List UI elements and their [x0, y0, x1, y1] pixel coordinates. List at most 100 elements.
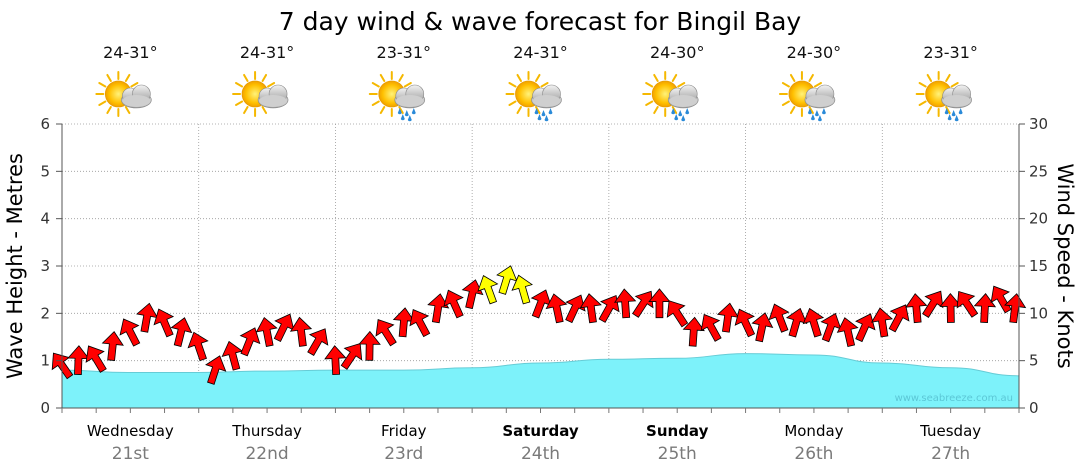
- wind-arrow: [187, 331, 209, 362]
- wind-arrow: [716, 302, 740, 333]
- left-axis-title: Wave Height - Metres: [3, 153, 27, 379]
- day-date-label: 25th: [658, 444, 697, 464]
- wind-arrow: [443, 289, 464, 319]
- temperature-label: 24-31°: [103, 43, 158, 62]
- right-tick-label: 5: [1029, 352, 1039, 370]
- sun-cloud-rain-icon: [915, 71, 972, 122]
- sun-cloud-rain-icon: [505, 71, 562, 122]
- wind-arrow: [221, 340, 244, 371]
- daily-forecast-row: 24-31° 24-31° 23-31° 24-31° 24-30° 24-30° 23-3…: [95, 43, 978, 122]
- temperature-label: 23-31°: [377, 43, 432, 62]
- wind-arrow: [67, 345, 90, 375]
- wind-arrow: [973, 293, 997, 323]
- wind-arrow: [598, 294, 620, 323]
- wind-arrow: [255, 316, 278, 347]
- wind-arrow: [613, 288, 637, 319]
- left-tick-label: 0: [40, 399, 50, 417]
- wind-arrow: [101, 330, 124, 361]
- day-date-label: 24th: [521, 444, 560, 464]
- wind-arrow: [700, 313, 722, 342]
- wind-arrow: [870, 307, 894, 338]
- wind-arrow: [682, 316, 705, 347]
- wind-arrow: [409, 309, 431, 338]
- day-name-label: Sunday: [646, 422, 709, 440]
- wind-arrow: [324, 345, 347, 376]
- temperature-label: 23-31°: [923, 43, 978, 62]
- wind-arrow: [136, 302, 159, 333]
- x-axis-day-labels: Wednesday 21st Thursday 22nd Friday 23rd Satur…: [87, 422, 981, 464]
- sun-cloud-icon: [232, 71, 289, 117]
- left-tick-label: 5: [40, 162, 50, 180]
- wind-arrow: [990, 285, 1012, 314]
- wind-arrow: [496, 265, 518, 295]
- day-name-label: Wednesday: [87, 422, 174, 440]
- day-name-label: Friday: [381, 422, 427, 440]
- wind-arrow: [648, 288, 671, 319]
- wind-arrow: [820, 312, 842, 343]
- wind-arrow: [358, 330, 381, 361]
- wind-arrow: [477, 275, 499, 305]
- wind-arrow: [85, 345, 107, 373]
- wind-arrow: [666, 300, 689, 328]
- day-date-label: 21st: [112, 444, 149, 464]
- wave-height-area: [61, 353, 1020, 409]
- wind-arrow: [565, 294, 586, 324]
- left-tick-label: 6: [40, 115, 50, 133]
- wind-arrow: [1004, 293, 1027, 324]
- day-name-label: Saturday: [502, 422, 579, 440]
- wind-arrow: [153, 308, 175, 338]
- left-tick-label: 3: [40, 257, 50, 275]
- wave-area: [61, 353, 1020, 409]
- day-date-label: 23rd: [384, 444, 423, 464]
- wind-arrow: [307, 328, 329, 356]
- sun-cloud-rain-icon: [642, 71, 699, 122]
- wind-arrow: [939, 293, 962, 323]
- chart-title: 7 day wind & wave forecast for Bingil Ba…: [279, 7, 802, 36]
- temperature-label: 24-30°: [650, 43, 705, 62]
- day-date-label: 27th: [931, 444, 970, 464]
- wind-arrow: [836, 317, 859, 347]
- right-tick-label: 25: [1029, 162, 1048, 180]
- left-tick-label: 4: [40, 210, 50, 228]
- sun-cloud-rain-icon: [368, 71, 426, 122]
- wind-arrow: [119, 318, 141, 347]
- left-tick-label: 2: [40, 304, 50, 322]
- wind-arrow: [511, 274, 533, 305]
- right-tick-label: 20: [1029, 210, 1048, 228]
- wind-arrow: [734, 308, 756, 338]
- wind-arrow: [170, 317, 193, 347]
- wind-arrow: [340, 343, 363, 370]
- wind-arrow: [632, 290, 654, 318]
- wind-arrow: [392, 307, 416, 338]
- wind-arrows: [51, 265, 1027, 385]
- sun-cloud-rain-icon: [778, 71, 836, 122]
- wind-arrow: [768, 303, 790, 333]
- right-tick-label: 0: [1029, 399, 1039, 417]
- wind-arrow: [273, 313, 295, 342]
- wind-arrow: [905, 293, 928, 324]
- wind-arrow: [785, 307, 808, 338]
- temperature-label: 24-31°: [240, 43, 295, 62]
- wind-arrow: [545, 293, 568, 324]
- wind-arrow: [205, 355, 227, 385]
- left-axis-ticks: 0 1 2 3 4 5 6: [40, 115, 1020, 417]
- day-name-label: Monday: [784, 422, 843, 440]
- day-name-label: Thursday: [231, 422, 302, 440]
- wind-arrow: [888, 304, 910, 333]
- wind-arrow: [530, 289, 552, 319]
- temperature-label: 24-31°: [513, 43, 568, 62]
- wind-arrow: [427, 293, 450, 324]
- wind-arrow: [956, 290, 979, 318]
- right-tick-label: 10: [1029, 304, 1048, 322]
- wind-arrow: [922, 290, 944, 318]
- right-axis-title: Wind Speed - Knots: [1053, 163, 1077, 368]
- sun-cloud-icon: [95, 71, 152, 117]
- wind-arrow: [802, 307, 825, 338]
- day-date-label: 26th: [794, 444, 833, 464]
- right-axis-ticks: 0 5 10 15 20 25 30: [1019, 115, 1048, 417]
- wind-arrow: [289, 316, 313, 347]
- temperature-label: 24-30°: [787, 43, 842, 62]
- watermark: www.seabreeze.com.au: [895, 393, 1013, 404]
- wind-arrow: [239, 327, 261, 357]
- wind-arrow: [375, 319, 397, 347]
